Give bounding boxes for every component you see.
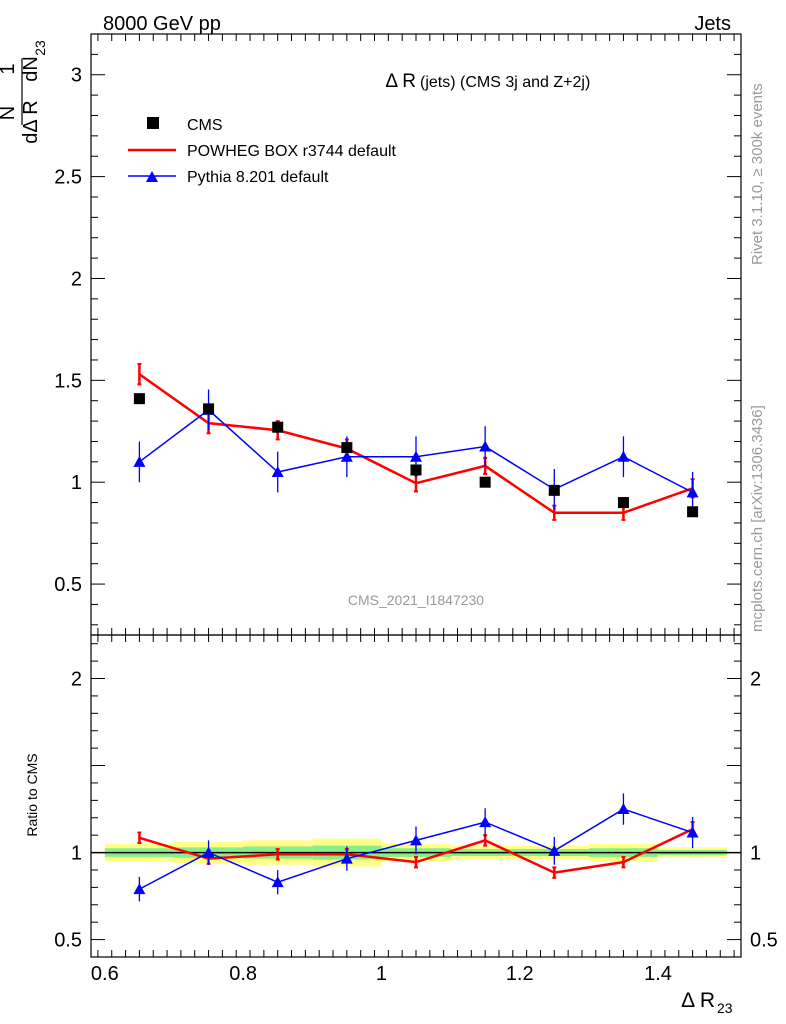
y-tick-label: 0.5 [54,574,82,596]
x-tick-label: 1.2 [506,963,534,985]
pythia-marker [271,466,284,478]
cms-data-point [617,497,629,509]
pythia-marker [617,803,630,815]
y-tick-label-right: 1 [750,843,761,865]
x-tick-label: 1 [376,963,387,985]
cms-data-point [133,393,145,405]
analysis-id: CMS_2021_I1847230 [348,592,484,608]
pythia-marker [686,486,699,498]
legend-marker-cms [147,117,159,129]
ylabel-num-1: 1 [0,63,19,74]
y-tick-label-right: 2 [750,669,761,691]
main-y-axis-label: 1 dN N dΔ R 23 [0,40,48,144]
legend-label-pythia: Pythia 8.201 default [187,169,329,186]
y-tick-label: 1.5 [54,370,82,392]
legend: CMS POWHEG BOX r3744 default Pythia 8.20… [128,117,397,186]
y-tick-label: 2 [71,268,82,290]
pythia-marker [410,450,422,462]
cms-data-point [341,442,353,454]
side-label-mcplots: mcplots.cern.ch [arXiv:1306.3436] [749,405,766,632]
ylabel-dN: dN [20,56,42,82]
pythia-marker [340,852,353,864]
legend-marker-pythia [146,171,158,182]
ratio-frame [90,634,742,958]
x-tick-label: 0.6 [91,963,119,985]
header-right: Jets [694,13,731,35]
pythia-marker [410,834,422,846]
pythia-marker [686,826,699,838]
x-tick-label: 1.4 [644,963,672,985]
ratio-panel: 0.5 1 2 0.5 1 2 0.6 0.8 1 1.2 1.4 Ratio to CMS Δ R… [24,634,778,1016]
ylabel-dR: dΔ R [20,100,42,143]
cms-data-point [272,421,284,433]
y-tick-label: 3 [71,65,82,87]
cms-data-point [203,403,215,415]
y-tick-label: 1 [71,472,82,494]
side-label-rivet: Rivet 3.1.10, ≥ 300k events [749,83,766,265]
y-tick-label: 2 [71,669,82,691]
cms-data-point [548,484,560,496]
y-tick-label: 2.5 [54,167,82,189]
pythia-marker [133,883,146,895]
x-axis-label-sub: 23 [717,1000,733,1016]
y-tick-label: 0.5 [54,930,82,952]
legend-label-cms: CMS [187,117,223,134]
plot-title-main: Δ R [385,71,416,92]
ylabel-sub: 23 [32,40,48,56]
pythia-marker [340,450,353,462]
pythia-marker [617,450,630,462]
x-axis-label-main: Δ R [681,989,715,1012]
pythia-marker [548,844,561,856]
legend-label-powheg: POWHEG BOX r3744 default [187,143,397,160]
cms-data-point [687,506,699,518]
pythia-marker [479,816,492,828]
plot-title-rest: (jets) (CMS 3j and Z+2j) [420,74,590,91]
ratio-y-axis-label: Ratio to CMS [24,753,40,836]
pythia-marker [133,455,146,467]
ylabel-den-N: N [0,106,19,120]
x-tick-label: 0.8 [229,963,257,985]
cms-data-point [410,464,422,476]
y-tick-label-right: 0.5 [750,930,778,952]
pythia-marker [271,876,284,888]
cms-data-point [479,476,491,488]
pythia-marker [202,846,215,858]
pythia-marker [479,440,492,452]
header-left: 8000 GeV pp [103,13,221,35]
main-panel: Δ R (jets) (CMS 3j and Z+2j) CMS_2021_I1… [0,33,742,636]
y-tick-label: 1 [71,843,82,865]
